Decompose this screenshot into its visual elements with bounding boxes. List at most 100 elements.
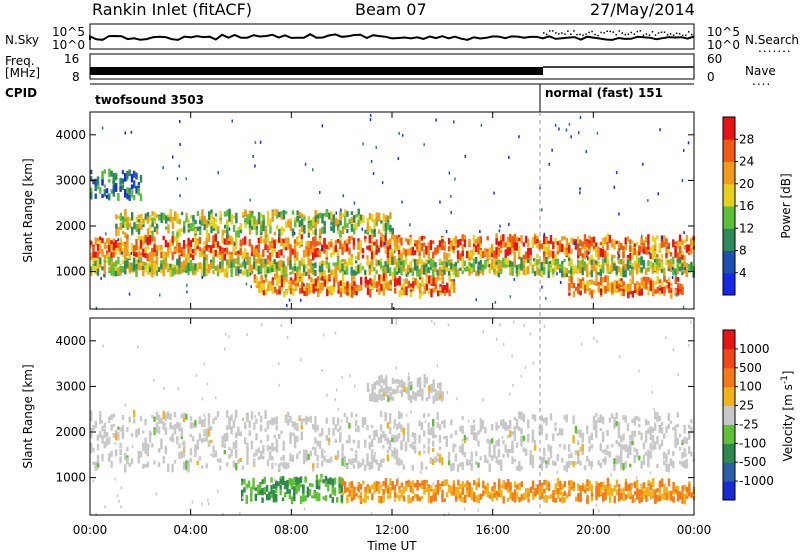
data-cell xyxy=(513,489,517,496)
data-cell xyxy=(470,263,473,268)
data-cell xyxy=(461,270,464,274)
data-cell xyxy=(579,264,582,274)
freq-bar xyxy=(90,67,543,75)
data-cell xyxy=(103,268,106,278)
data-cell xyxy=(570,258,573,265)
colorbar-tick-label: -1000 xyxy=(739,474,774,488)
data-cell xyxy=(575,286,578,291)
data-cell xyxy=(654,422,657,431)
data-cell xyxy=(423,444,426,449)
data-cell xyxy=(301,273,304,282)
data-cell xyxy=(461,244,464,252)
data-cell xyxy=(250,490,253,499)
data-cell xyxy=(615,280,619,287)
data-cell xyxy=(438,424,442,431)
data-cell xyxy=(353,276,356,280)
data-cell xyxy=(588,235,591,244)
data-cell xyxy=(341,458,344,466)
data-cell xyxy=(92,257,95,264)
sparse-cell xyxy=(252,155,254,158)
data-cell xyxy=(119,185,122,191)
data-cell xyxy=(112,242,115,251)
data-cell xyxy=(323,226,326,234)
data-cell xyxy=(302,456,306,465)
data-cell xyxy=(124,209,127,217)
data-cell xyxy=(183,226,186,233)
sparse-cell xyxy=(340,419,343,423)
data-cell xyxy=(504,253,507,257)
data-cell xyxy=(688,488,691,497)
data-cell xyxy=(207,413,211,421)
data-cell xyxy=(226,222,229,230)
data-cell xyxy=(271,265,274,269)
data-cell xyxy=(418,376,422,385)
data-cell xyxy=(268,491,271,501)
data-cell xyxy=(640,492,643,499)
data-cell xyxy=(353,286,356,295)
data-cell xyxy=(210,440,213,444)
data-cell xyxy=(330,218,333,222)
data-cell xyxy=(248,420,251,426)
data-cell xyxy=(219,211,222,219)
data-cell xyxy=(412,281,415,288)
data-cell xyxy=(586,241,589,248)
data-cell xyxy=(411,496,415,502)
data-cell xyxy=(667,478,671,487)
data-cell xyxy=(146,449,149,456)
data-cell xyxy=(119,223,123,230)
data-cell xyxy=(173,235,177,242)
data-cell xyxy=(345,465,349,469)
data-cell xyxy=(119,212,123,220)
data-cell xyxy=(486,248,489,253)
data-cell xyxy=(441,261,444,266)
data-cell xyxy=(171,241,174,246)
data-cell xyxy=(276,209,279,217)
data-cell xyxy=(552,497,555,503)
nsearch-point xyxy=(588,31,590,34)
data-cell xyxy=(260,274,263,283)
data-cell xyxy=(112,185,115,194)
data-cell xyxy=(297,484,300,492)
data-cell xyxy=(330,285,333,294)
data-cell xyxy=(624,237,627,247)
data-cell xyxy=(437,390,440,399)
data-cell xyxy=(155,266,159,270)
data-cell xyxy=(251,223,254,230)
data-cell xyxy=(649,443,652,450)
data-cell xyxy=(461,490,465,495)
beam-title: Beam 07 xyxy=(355,0,427,19)
data-cell xyxy=(446,287,449,293)
sparse-cell xyxy=(321,124,324,128)
sparse-cell xyxy=(410,381,413,385)
data-cell xyxy=(309,450,313,457)
data-cell xyxy=(599,443,602,452)
data-cell xyxy=(173,424,177,430)
data-cell xyxy=(606,281,610,290)
freq-top-tick: 16 xyxy=(64,52,80,66)
data-cell xyxy=(128,462,131,467)
data-cell xyxy=(615,457,618,464)
data-cell xyxy=(438,454,442,463)
data-cell xyxy=(103,441,106,449)
data-cell xyxy=(678,263,682,267)
data-cell xyxy=(624,244,627,251)
data-cell xyxy=(479,242,482,247)
data-cell xyxy=(552,241,555,250)
data-cell xyxy=(520,428,523,434)
data-cell xyxy=(185,215,188,223)
data-cell xyxy=(400,389,404,394)
sparse-cell xyxy=(623,495,625,499)
data-cell xyxy=(282,263,285,267)
data-cell xyxy=(323,221,326,227)
data-cell xyxy=(581,485,585,491)
sparse-cell xyxy=(380,487,383,491)
data-cell xyxy=(522,242,525,247)
data-cell xyxy=(164,412,168,418)
data-cell xyxy=(588,446,591,452)
data-cell xyxy=(210,262,213,270)
data-cell xyxy=(443,291,447,296)
data-cell xyxy=(425,466,428,470)
data-cell xyxy=(610,444,614,448)
nsearch-point xyxy=(561,32,563,34)
data-cell xyxy=(191,266,195,274)
